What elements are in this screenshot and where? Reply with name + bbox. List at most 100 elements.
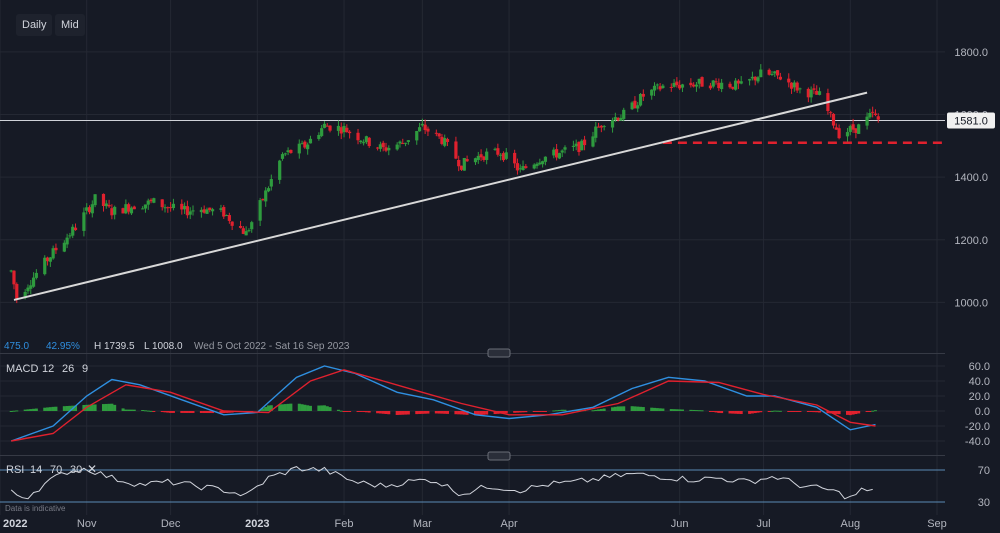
candle-up (364, 136, 369, 143)
macd-histogram-bar (208, 411, 212, 414)
macd-histogram-bar (476, 411, 480, 416)
y-tick-label: 1000.0 (954, 297, 988, 309)
candle-down (717, 82, 721, 89)
macd-histogram-bar (834, 411, 838, 414)
macd-histogram-bar (465, 411, 469, 415)
macd-param-fast: 12 (42, 363, 54, 375)
candle-up (378, 144, 382, 149)
candle-up (868, 113, 872, 118)
macd-histogram-bar (731, 411, 735, 414)
candle-down (208, 207, 212, 211)
candle-up (65, 237, 69, 245)
candle-up (538, 162, 542, 165)
macd-histogram-bar (812, 411, 816, 413)
daily-button[interactable]: Daily (16, 14, 53, 36)
candle-down (261, 198, 265, 201)
candle-up (541, 161, 545, 165)
candle-up (171, 203, 176, 209)
candle-down (714, 81, 718, 83)
price-pane (0, 64, 945, 304)
macd-tick-label: 40.0 (969, 376, 990, 388)
candle-up (286, 150, 290, 153)
macd-histogram-bar (211, 411, 215, 414)
candle-down (501, 153, 506, 161)
candle-up (493, 148, 497, 150)
macd-histogram-bar (426, 411, 430, 414)
candle-down (459, 165, 464, 170)
macd-histogram-bar (720, 411, 724, 414)
macd-histogram-bar (300, 404, 304, 411)
macd-histogram-bar (555, 410, 559, 412)
close-icon[interactable]: ✕ (87, 462, 97, 476)
macd-histogram-bar (854, 411, 858, 415)
candle-up (630, 102, 634, 110)
candle-up (443, 138, 447, 146)
macd-histogram-bar (325, 406, 329, 411)
candle-down (789, 82, 794, 89)
macd-histogram-bar (364, 411, 368, 413)
macd-histogram-bar (857, 411, 861, 414)
macd-histogram-bar (815, 411, 819, 413)
pane-resize-handle[interactable] (487, 451, 511, 461)
candle-up (224, 214, 229, 216)
macd-histogram-bar (289, 403, 293, 411)
macd-histogram-bar (205, 411, 209, 414)
candle-up (636, 105, 640, 109)
candle-down (423, 124, 427, 131)
macd-histogram-bar (339, 410, 343, 412)
candle-down (367, 137, 371, 147)
macd-histogram-bar (387, 411, 391, 415)
macd-histogram-bar (756, 411, 760, 413)
candle-up (521, 166, 525, 170)
candle-down (185, 206, 189, 216)
macd-histogram-bar (54, 406, 58, 411)
candle-down (731, 86, 735, 89)
macd-histogram-bar (622, 406, 626, 411)
macd-histogram-bar (636, 406, 640, 411)
macd-histogram-bar (532, 411, 536, 412)
macd-histogram-bar (473, 411, 477, 416)
candle-down (675, 81, 679, 86)
macd-histogram-bar (826, 411, 830, 414)
macd-histogram-bar (524, 411, 528, 413)
candle-up (476, 155, 480, 160)
candle-down (767, 69, 771, 75)
macd-histogram-bar (543, 411, 547, 412)
candle-down (834, 127, 838, 130)
macd-histogram-bar (437, 411, 441, 414)
candle-up (183, 205, 187, 210)
macd-histogram-bar (773, 410, 777, 412)
candle-down (434, 132, 438, 134)
candle-up (250, 222, 254, 230)
macd-histogram-bar (269, 405, 273, 411)
candle-up (129, 207, 134, 214)
pane-resize-handle[interactable] (487, 348, 511, 358)
candle-up (499, 154, 503, 156)
candle-down (871, 111, 875, 113)
macd-histogram-bar (199, 411, 203, 414)
macd-histogram-bar (107, 403, 111, 411)
macd-title: MACD (6, 363, 38, 375)
candle-down (689, 82, 693, 86)
candle-up (655, 84, 659, 86)
macd-histogram-bar (521, 411, 525, 413)
macd-param-signal: 9 (82, 363, 88, 375)
candle-up (720, 82, 724, 90)
mid-button[interactable]: Mid (55, 14, 85, 36)
macd-histogram-bar (714, 411, 718, 413)
candle-up (280, 154, 285, 159)
macd-histogram-bar (675, 409, 679, 411)
candle-up (188, 211, 192, 215)
macd-histogram-bar (434, 411, 438, 414)
x-tick-label: 2023 (245, 518, 269, 530)
candle-up (638, 93, 643, 106)
macd-histogram-bar (420, 411, 424, 414)
macd-histogram-bar (297, 403, 301, 411)
candle-up (552, 149, 556, 156)
info-high: H 1739.5 (94, 341, 135, 352)
macd-histogram-bar (160, 411, 164, 413)
macd-histogram-bar (104, 403, 108, 411)
macd-histogram-bar (641, 407, 645, 411)
candle-down (426, 128, 430, 132)
